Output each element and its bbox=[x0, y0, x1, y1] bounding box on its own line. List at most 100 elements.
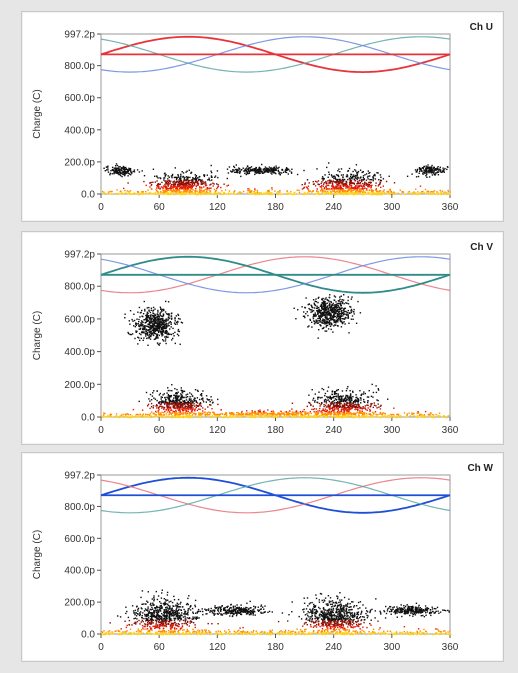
scatter-point bbox=[297, 193, 300, 195]
scatter-point bbox=[167, 389, 169, 392]
scatter-point bbox=[357, 176, 359, 179]
scatter-point bbox=[338, 318, 340, 320]
scatter-point bbox=[370, 194, 373, 196]
scatter-point bbox=[113, 173, 115, 175]
scatter-point bbox=[327, 182, 329, 184]
scatter-point bbox=[318, 317, 320, 319]
scatter-point bbox=[305, 412, 307, 414]
scatter-point bbox=[180, 181, 183, 183]
scatter-point bbox=[170, 333, 173, 336]
scatter-point bbox=[175, 394, 177, 397]
scatter-point bbox=[145, 191, 147, 193]
scatter-point bbox=[365, 184, 368, 186]
scatter-point bbox=[159, 306, 162, 308]
scatter-point bbox=[161, 328, 163, 331]
scatter-point bbox=[195, 185, 197, 188]
scatter-point bbox=[304, 191, 306, 194]
scatter-point bbox=[166, 331, 168, 333]
scatter-point bbox=[170, 187, 172, 190]
scatter-point bbox=[127, 332, 130, 335]
scatter-point bbox=[319, 324, 321, 326]
scatter-point bbox=[120, 172, 122, 174]
scatter-point bbox=[184, 189, 186, 191]
scatter-point bbox=[148, 336, 151, 338]
scatter-point bbox=[166, 325, 168, 327]
scatter-point bbox=[175, 178, 178, 181]
scatter-point bbox=[321, 190, 324, 192]
scatter-point bbox=[428, 172, 430, 174]
scatter-point bbox=[270, 167, 272, 169]
scatter-point bbox=[320, 320, 322, 322]
scatter-point bbox=[185, 405, 187, 408]
scatter-point bbox=[336, 318, 339, 321]
scatter-point bbox=[146, 318, 148, 321]
scatter-point bbox=[145, 192, 147, 195]
scatter-point bbox=[351, 407, 353, 409]
scatter-point bbox=[122, 170, 124, 173]
scatter-point bbox=[372, 192, 374, 194]
scatter-point bbox=[185, 410, 188, 412]
scatter-point bbox=[165, 186, 167, 189]
scatter-point bbox=[174, 318, 176, 320]
scatter-point bbox=[426, 191, 428, 193]
scatter-point bbox=[164, 410, 166, 413]
scatter-point bbox=[362, 182, 364, 185]
scatter-point bbox=[186, 393, 189, 395]
scatter-point bbox=[145, 330, 148, 333]
scatter-point bbox=[198, 403, 201, 405]
scatter-point bbox=[273, 169, 275, 171]
scatter-point bbox=[361, 193, 363, 195]
scatter-point bbox=[177, 314, 180, 317]
scatter-point bbox=[323, 187, 326, 189]
scatter-point bbox=[419, 185, 422, 187]
scatter-point bbox=[301, 306, 303, 308]
scatter-point bbox=[210, 183, 212, 185]
scatter-point bbox=[205, 183, 207, 185]
scatter-point bbox=[393, 182, 396, 184]
scatter-point bbox=[124, 174, 126, 177]
scatter-point bbox=[323, 305, 325, 308]
scatter-point bbox=[214, 175, 217, 177]
scatter-point bbox=[154, 332, 156, 335]
scatter-point bbox=[196, 402, 199, 404]
scatter-point bbox=[253, 192, 256, 194]
scatter-point bbox=[258, 166, 260, 169]
scatter-point bbox=[342, 318, 344, 320]
scatter-point bbox=[200, 194, 202, 196]
scatter-point bbox=[176, 397, 178, 399]
scatter-point bbox=[150, 335, 152, 338]
scatter-point bbox=[156, 192, 159, 194]
scatter-point bbox=[158, 394, 161, 396]
scatter-point bbox=[332, 180, 334, 182]
scatter-point bbox=[190, 188, 192, 190]
scatter-point bbox=[338, 181, 341, 183]
scatter-point bbox=[252, 193, 254, 195]
scatter-point bbox=[326, 306, 328, 308]
scatter-point bbox=[229, 411, 231, 414]
scatter-point bbox=[155, 337, 157, 339]
scatter-point bbox=[425, 165, 427, 167]
x-tick-label: 240 bbox=[325, 202, 342, 213]
scatter-point bbox=[326, 308, 328, 311]
scatter-point bbox=[141, 191, 143, 193]
scatter-point bbox=[135, 330, 137, 332]
scatter-point bbox=[109, 190, 111, 193]
scatter-point bbox=[334, 176, 336, 178]
scatter-point bbox=[324, 319, 326, 321]
scatter-point bbox=[367, 400, 369, 402]
scatter-point bbox=[204, 408, 206, 410]
scatter-point bbox=[343, 408, 345, 410]
scatter-point bbox=[166, 407, 169, 410]
scatter-point bbox=[166, 193, 169, 196]
scatter-point bbox=[196, 389, 199, 392]
scatter-point bbox=[103, 416, 105, 418]
scatter-point bbox=[430, 169, 432, 171]
scatter-point bbox=[344, 414, 347, 416]
scatter-point bbox=[343, 184, 346, 186]
scatter-point bbox=[269, 170, 272, 172]
scatter-point bbox=[331, 402, 333, 404]
scatter-point bbox=[363, 184, 365, 187]
scatter-point bbox=[337, 311, 340, 314]
scatter-point bbox=[337, 310, 339, 312]
scatter-point bbox=[245, 171, 247, 173]
